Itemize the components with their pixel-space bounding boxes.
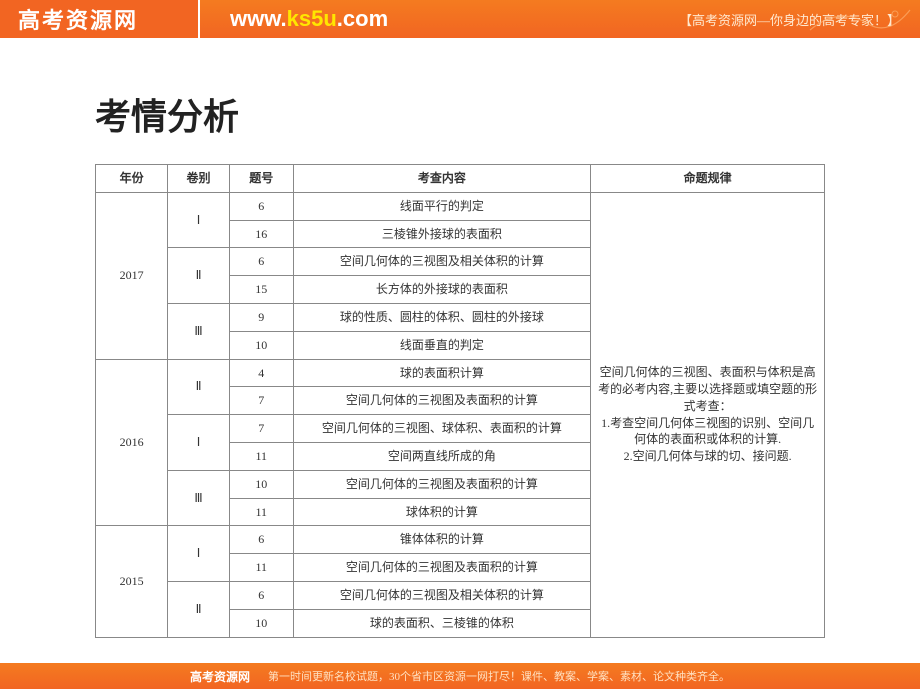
cell-content: 线面平行的判定 <box>293 192 591 220</box>
cell-num: 4 <box>229 359 293 387</box>
cell-content: 线面垂直的判定 <box>293 331 591 359</box>
cell-set: Ⅱ <box>168 581 230 637</box>
cell-num: 6 <box>229 526 293 554</box>
cell-content: 长方体的外接球的表面积 <box>293 276 591 304</box>
cell-content: 球的性质、圆柱的体积、圆柱的外接球 <box>293 303 591 331</box>
cell-content: 球的表面积、三棱锥的体积 <box>293 609 591 637</box>
cell-num: 11 <box>229 498 293 526</box>
cell-num: 16 <box>229 220 293 248</box>
cell-num: 11 <box>229 442 293 470</box>
cell-content: 三棱锥外接球的表面积 <box>293 220 591 248</box>
cell-content: 空间几何体的三视图及表面积的计算 <box>293 554 591 582</box>
cell-content: 空间几何体的三视图及表面积的计算 <box>293 387 591 415</box>
cell-set: Ⅰ <box>168 415 230 471</box>
cell-rule: 空间几何体的三视图、表面积与体积是高考的必考内容,主要以选择题或填空题的形式考查… <box>591 192 825 637</box>
footer-text: 第一时间更新名校试题，30个省市区资源一网打尽！课件、教案、学案、素材、论文种类… <box>268 668 730 684</box>
cell-num: 15 <box>229 276 293 304</box>
th-year: 年份 <box>96 165 168 193</box>
cell-num: 11 <box>229 554 293 582</box>
cell-num: 10 <box>229 609 293 637</box>
cell-num: 6 <box>229 248 293 276</box>
table-row: 2017Ⅰ6线面平行的判定空间几何体的三视图、表面积与体积是高考的必考内容,主要… <box>96 192 825 220</box>
table-header-row: 年份 卷别 题号 考查内容 命题规律 <box>96 165 825 193</box>
footer-logo: 高考资源网 <box>190 668 250 685</box>
th-set: 卷别 <box>168 165 230 193</box>
logo-box: 高考资源网 <box>0 0 200 38</box>
header-tagline: 【高考资源网—你身边的高考专家！】 <box>679 10 900 29</box>
cell-set: Ⅰ <box>168 526 230 582</box>
cell-num: 7 <box>229 415 293 443</box>
cell-content: 空间两直线所成的角 <box>293 442 591 470</box>
cell-num: 6 <box>229 581 293 609</box>
cell-content: 球体积的计算 <box>293 498 591 526</box>
header-bar: 高考资源网 www.ks5u.com 【高考资源网—你身边的高考专家！】 <box>0 0 920 38</box>
cell-set: Ⅰ <box>168 192 230 248</box>
url-suffix: .com <box>337 6 388 31</box>
cell-num: 10 <box>229 470 293 498</box>
cell-set: Ⅲ <box>168 303 230 359</box>
cell-num: 6 <box>229 192 293 220</box>
th-content: 考查内容 <box>293 165 591 193</box>
page-title: 考情分析 <box>95 88 825 140</box>
footer-bar: 高考资源网 第一时间更新名校试题，30个省市区资源一网打尽！课件、教案、学案、素… <box>0 663 920 689</box>
url-prefix: www. <box>230 6 287 31</box>
cell-content: 空间几何体的三视图及表面积的计算 <box>293 470 591 498</box>
cell-content: 空间几何体的三视图及相关体积的计算 <box>293 581 591 609</box>
cell-num: 10 <box>229 331 293 359</box>
th-rule: 命题规律 <box>591 165 825 193</box>
cell-set: Ⅱ <box>168 248 230 304</box>
header-url: www.ks5u.com <box>230 6 388 32</box>
cell-set: Ⅲ <box>168 470 230 526</box>
url-highlight: ks5u <box>287 6 337 31</box>
cell-content: 空间几何体的三视图、球体积、表面积的计算 <box>293 415 591 443</box>
table-body: 2017Ⅰ6线面平行的判定空间几何体的三视图、表面积与体积是高考的必考内容,主要… <box>96 192 825 637</box>
analysis-table: 年份 卷别 题号 考查内容 命题规律 2017Ⅰ6线面平行的判定空间几何体的三视… <box>95 164 825 638</box>
logo-text: 高考资源网 <box>18 3 138 35</box>
cell-num: 7 <box>229 387 293 415</box>
cell-year: 2017 <box>96 192 168 359</box>
cell-content: 锥体体积的计算 <box>293 526 591 554</box>
cell-num: 9 <box>229 303 293 331</box>
content-area: 考情分析 年份 卷别 题号 考查内容 命题规律 2017Ⅰ6线面平行的判定空间几… <box>0 38 920 638</box>
cell-content: 球的表面积计算 <box>293 359 591 387</box>
cell-year: 2015 <box>96 526 168 637</box>
cell-content: 空间几何体的三视图及相关体积的计算 <box>293 248 591 276</box>
cell-year: 2016 <box>96 359 168 526</box>
th-num: 题号 <box>229 165 293 193</box>
cell-set: Ⅱ <box>168 359 230 415</box>
